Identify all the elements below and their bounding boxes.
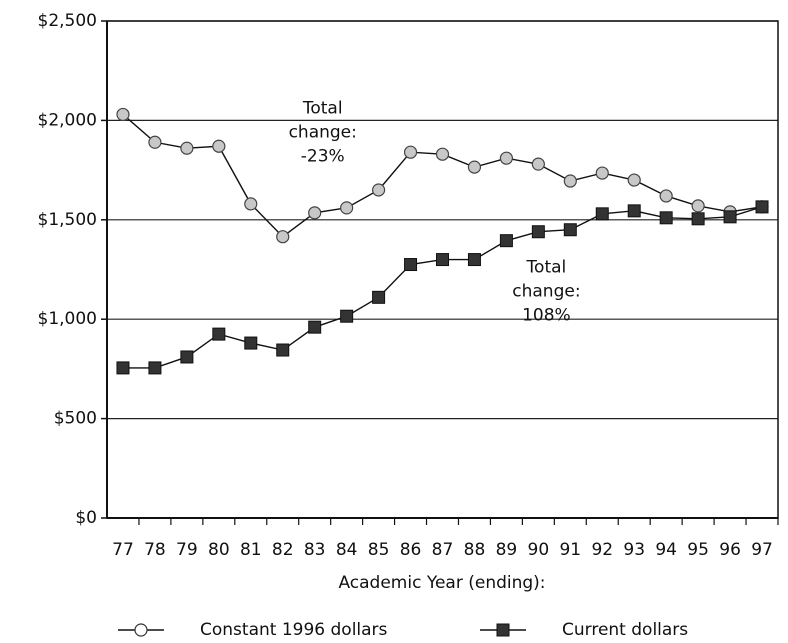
annotation: Total xyxy=(302,98,343,118)
x-tick-label: 77 xyxy=(112,540,134,560)
point xyxy=(563,223,577,237)
point xyxy=(531,157,545,171)
series-line xyxy=(122,206,763,369)
point xyxy=(340,309,354,323)
x-tick-label: 90 xyxy=(528,540,550,560)
point xyxy=(755,200,769,214)
x-tick-label: 87 xyxy=(432,540,454,560)
point xyxy=(659,189,673,203)
x-tick-label: 93 xyxy=(623,540,645,560)
point xyxy=(340,201,354,215)
x-tick-label: 82 xyxy=(272,540,294,560)
x-tick-label: 83 xyxy=(304,540,326,560)
legend-marker xyxy=(134,623,148,637)
point xyxy=(403,145,418,159)
x-tick-label: 92 xyxy=(591,540,613,560)
point xyxy=(116,361,130,375)
point xyxy=(435,147,450,161)
point xyxy=(404,258,418,272)
point xyxy=(212,139,226,153)
x-tick-label: 89 xyxy=(496,540,518,560)
plot-frame xyxy=(106,20,779,519)
y-tick-label: $500 xyxy=(54,409,97,429)
point xyxy=(244,197,258,211)
x-tick-label: 78 xyxy=(144,540,166,560)
point xyxy=(276,343,290,357)
x-axis-label: Academic Year (ending): xyxy=(338,573,545,593)
y-tick-label: $1,000 xyxy=(38,309,97,329)
point xyxy=(308,206,322,220)
y-tick-label: $0 xyxy=(75,508,97,528)
point xyxy=(148,135,162,149)
point xyxy=(116,107,130,122)
point xyxy=(659,211,673,225)
point xyxy=(499,234,513,248)
y-tick-label: $1,500 xyxy=(38,210,97,230)
point xyxy=(372,290,386,304)
point xyxy=(467,160,482,174)
x-tick-label: 91 xyxy=(559,540,581,560)
x-tick-label: 84 xyxy=(336,540,358,560)
legend-label: Current dollars xyxy=(562,620,688,640)
point xyxy=(308,320,322,334)
point xyxy=(595,207,609,221)
x-tick-label: 97 xyxy=(751,540,773,560)
point xyxy=(531,225,545,239)
x-tick-label: 96 xyxy=(719,540,741,560)
annotation: change: xyxy=(512,281,580,301)
y-tick-label: $2,500 xyxy=(38,11,97,31)
point xyxy=(244,336,258,350)
y-tick-label: $2,000 xyxy=(38,110,97,130)
point xyxy=(595,166,609,180)
legend-label: Constant 1996 dollars xyxy=(200,620,388,640)
annotation: change: xyxy=(289,122,357,142)
x-tick-label: 85 xyxy=(368,540,390,560)
x-tick-label: 94 xyxy=(655,540,677,560)
x-tick-label: 88 xyxy=(464,540,486,560)
x-tick-label: 81 xyxy=(240,540,262,560)
point xyxy=(627,204,641,218)
point xyxy=(436,253,449,267)
annotation: -23% xyxy=(301,146,345,166)
point xyxy=(180,141,194,155)
point xyxy=(276,230,290,244)
point xyxy=(691,212,705,226)
point xyxy=(563,174,577,188)
point xyxy=(371,183,386,197)
x-tick-label: 86 xyxy=(400,540,422,560)
x-tick-label: 80 xyxy=(208,540,230,560)
point xyxy=(499,151,514,165)
point xyxy=(691,199,705,213)
point xyxy=(180,350,194,364)
point xyxy=(467,253,481,267)
annotation: 108% xyxy=(522,305,571,325)
x-tick-label: 95 xyxy=(687,540,709,560)
point xyxy=(212,327,226,341)
annotation: Total xyxy=(526,257,567,277)
point xyxy=(148,361,162,375)
x-tick-label: 79 xyxy=(176,540,198,560)
point xyxy=(627,173,641,187)
point xyxy=(723,210,737,224)
legend-marker xyxy=(496,623,510,637)
